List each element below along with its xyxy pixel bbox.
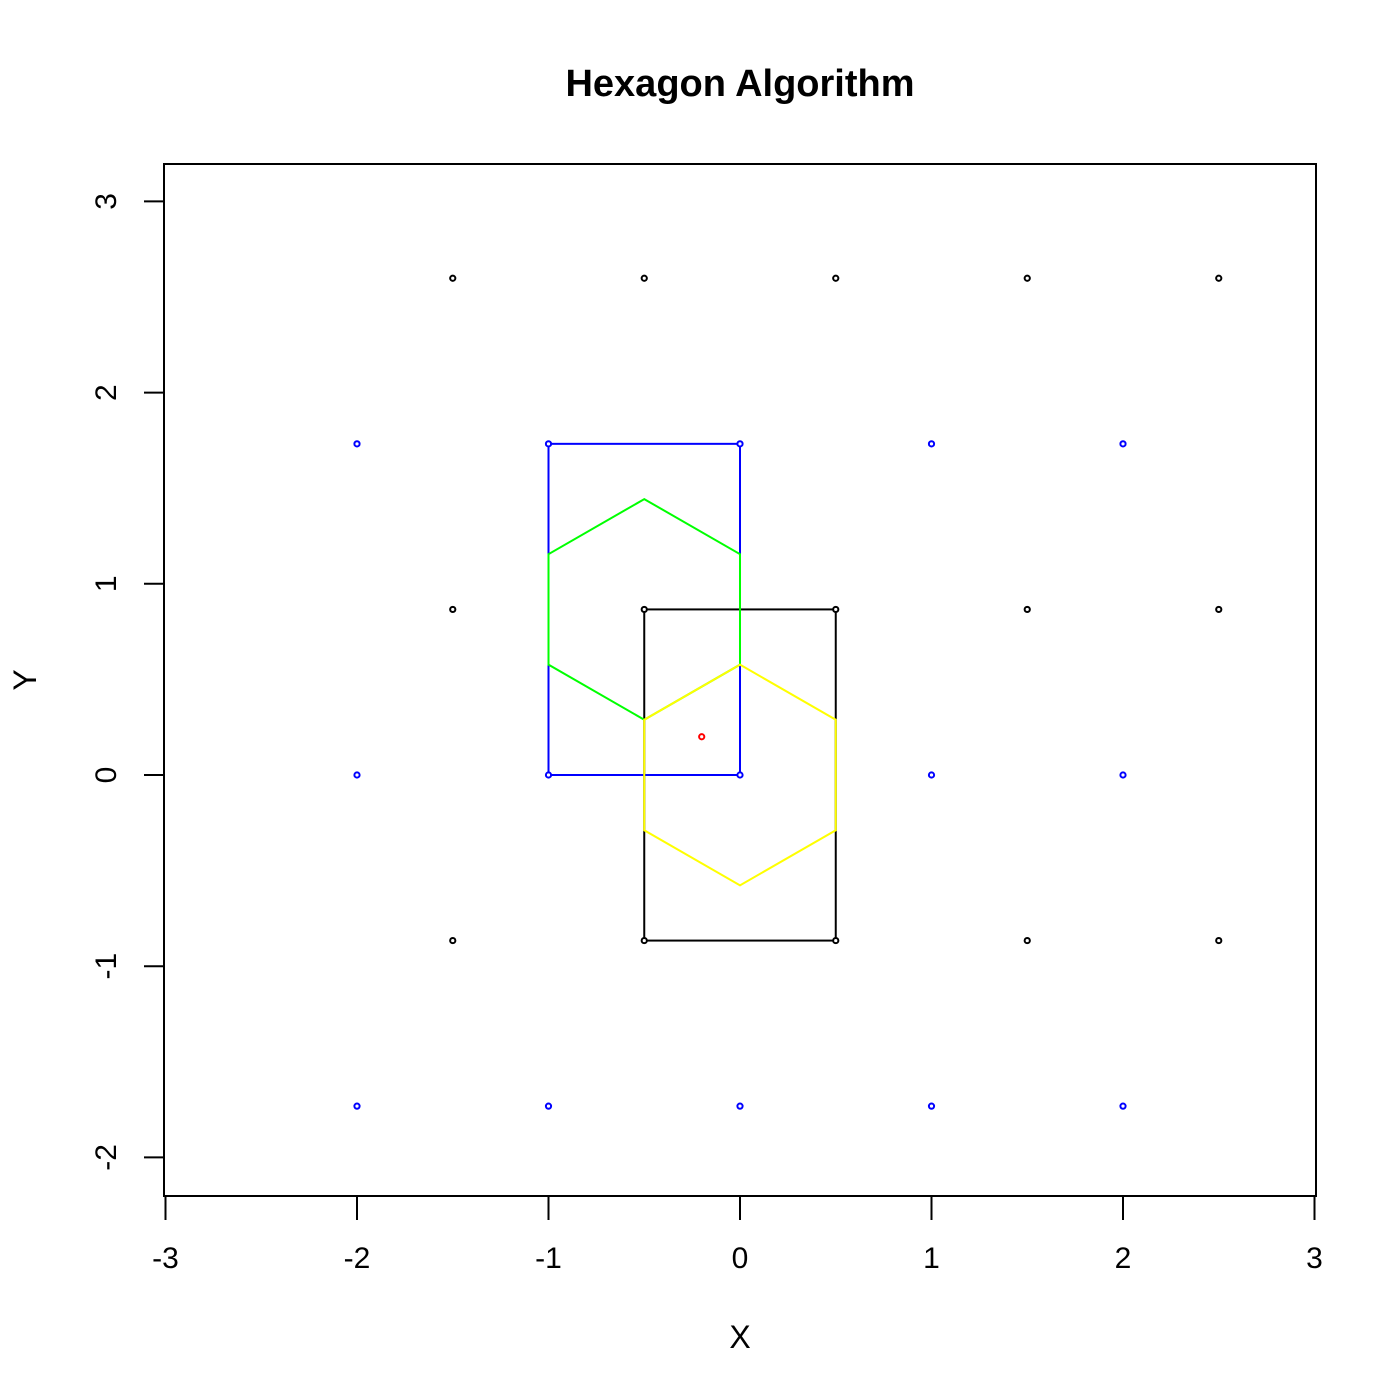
shapes-layer (547, 442, 837, 942)
black-point (640, 936, 648, 945)
y-tick-label: 1 (90, 575, 123, 592)
y-tick-label: 0 (90, 767, 123, 784)
black-point (1023, 936, 1031, 945)
red-point (698, 733, 706, 741)
blue-point (353, 1102, 361, 1110)
yellow-hexagon (643, 663, 837, 887)
blue-point (927, 440, 936, 448)
black-point (832, 274, 840, 282)
blue-point (927, 771, 936, 779)
x-axis-title: X (729, 1319, 750, 1355)
y-tick-label: -2 (90, 1144, 123, 1171)
blue-point (927, 1102, 936, 1110)
blue-point (544, 771, 553, 779)
black-point (1023, 274, 1031, 282)
chart-title: Hexagon Algorithm (565, 63, 914, 105)
black-point (449, 605, 457, 614)
blue-point (544, 1102, 553, 1110)
blue-point (1119, 771, 1127, 779)
x-tick-label: 2 (1115, 1242, 1132, 1275)
x-tick-label: -3 (152, 1242, 179, 1275)
black-point (832, 605, 840, 614)
x-tick-label: 3 (1306, 1242, 1323, 1275)
blue-point (1119, 1102, 1127, 1110)
black-point (640, 274, 648, 282)
black-point (1215, 274, 1223, 282)
y-axis-title: Y (7, 669, 43, 690)
black-point (1023, 605, 1031, 614)
black-point (449, 936, 457, 945)
x-tick-label: -1 (535, 1242, 562, 1275)
x-tick-label: 0 (732, 1242, 749, 1275)
blue-point (353, 440, 361, 448)
y-tick-label: 3 (90, 193, 123, 210)
y-axis: -2 -1 0 1 2 3 (90, 193, 165, 1171)
x-tick-label: 1 (923, 1242, 940, 1275)
x-tick-label: -2 (344, 1242, 371, 1275)
black-point (832, 936, 840, 945)
blue-point (1119, 440, 1127, 448)
points-layer (353, 274, 1223, 1110)
blue-point (736, 440, 744, 448)
black-point (1215, 605, 1223, 614)
y-tick-label: -1 (90, 953, 123, 980)
black-point (449, 274, 457, 282)
y-tick-label: 2 (90, 384, 123, 401)
blue-point (736, 771, 744, 779)
blue-point (353, 771, 361, 779)
black-point (1215, 936, 1223, 945)
blue-point (736, 1102, 744, 1110)
x-axis: -3 -2 -1 0 1 2 3 (152, 1195, 1323, 1275)
black-point (640, 605, 648, 614)
blue-point (544, 440, 553, 448)
